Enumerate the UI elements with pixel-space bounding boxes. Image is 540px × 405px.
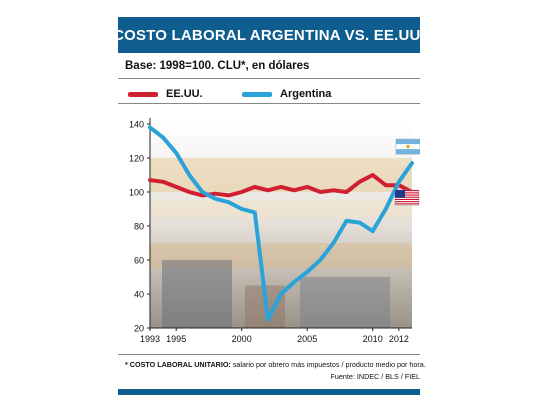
source-note: Fuente: INDEC / BLS / FIEL bbox=[330, 372, 420, 381]
axes: 20 40 60 80 100 120 140 1993 1995 2000 2005 2010 201… bbox=[129, 118, 412, 344]
x-tick-label: 1993 bbox=[140, 334, 160, 344]
footnote: * COSTO LABORAL UNITARIO: salario por ob… bbox=[125, 360, 426, 369]
legend-item-usa: EE.UU. bbox=[128, 88, 203, 100]
chart-subtitle: Base: 1998=100. CLU*, en dólares bbox=[125, 60, 310, 72]
line-chart: 20 40 60 80 100 120 140 1993 1995 2000 2005 2010 201… bbox=[129, 118, 420, 344]
x-tick-label: 2005 bbox=[297, 334, 317, 344]
footnote-label: * COSTO LABORAL UNITARIO: bbox=[125, 360, 231, 369]
divider bbox=[118, 103, 420, 104]
y-tick-label: 80 bbox=[134, 222, 144, 232]
background-machine bbox=[162, 260, 232, 328]
legend-swatch-usa bbox=[128, 91, 158, 97]
legend-swatch-argentina bbox=[242, 91, 272, 97]
bottom-bar bbox=[118, 389, 420, 395]
legend-label-usa: EE.UU. bbox=[166, 88, 203, 100]
divider bbox=[118, 354, 420, 355]
series-line-usa bbox=[148, 173, 414, 198]
x-tick-label: 2010 bbox=[363, 334, 383, 344]
divider bbox=[118, 78, 420, 79]
background-machine bbox=[300, 277, 390, 328]
x-tick-label: 1995 bbox=[166, 334, 186, 344]
legend-label-argentina: Argentina bbox=[280, 88, 332, 100]
chart-title: COSTO LABORAL ARGENTINA VS. EE.UU. bbox=[113, 26, 425, 44]
x-tick-label: 2000 bbox=[232, 334, 252, 344]
y-tick-label: 120 bbox=[129, 154, 144, 164]
legend-item-argentina: Argentina bbox=[242, 88, 331, 100]
series-lines bbox=[148, 125, 414, 322]
x-tick-label: 2012 bbox=[389, 334, 409, 344]
flags bbox=[394, 138, 420, 206]
usa-flag-icon bbox=[394, 189, 420, 206]
series-line-argentina bbox=[148, 125, 414, 322]
background-band bbox=[150, 200, 412, 218]
title-bar: COSTO LABORAL ARGENTINA VS. EE.UU. bbox=[113, 17, 425, 53]
y-tick-label: 40 bbox=[134, 290, 144, 300]
y-tick-label: 20 bbox=[134, 324, 144, 334]
argentina-flag-icon bbox=[395, 138, 420, 155]
footnote-text: salario por obrero más impuestos / produ… bbox=[230, 360, 426, 369]
y-tick-label: 100 bbox=[129, 188, 144, 198]
y-tick-label: 60 bbox=[134, 256, 144, 266]
y-tick-label: 140 bbox=[129, 120, 144, 130]
